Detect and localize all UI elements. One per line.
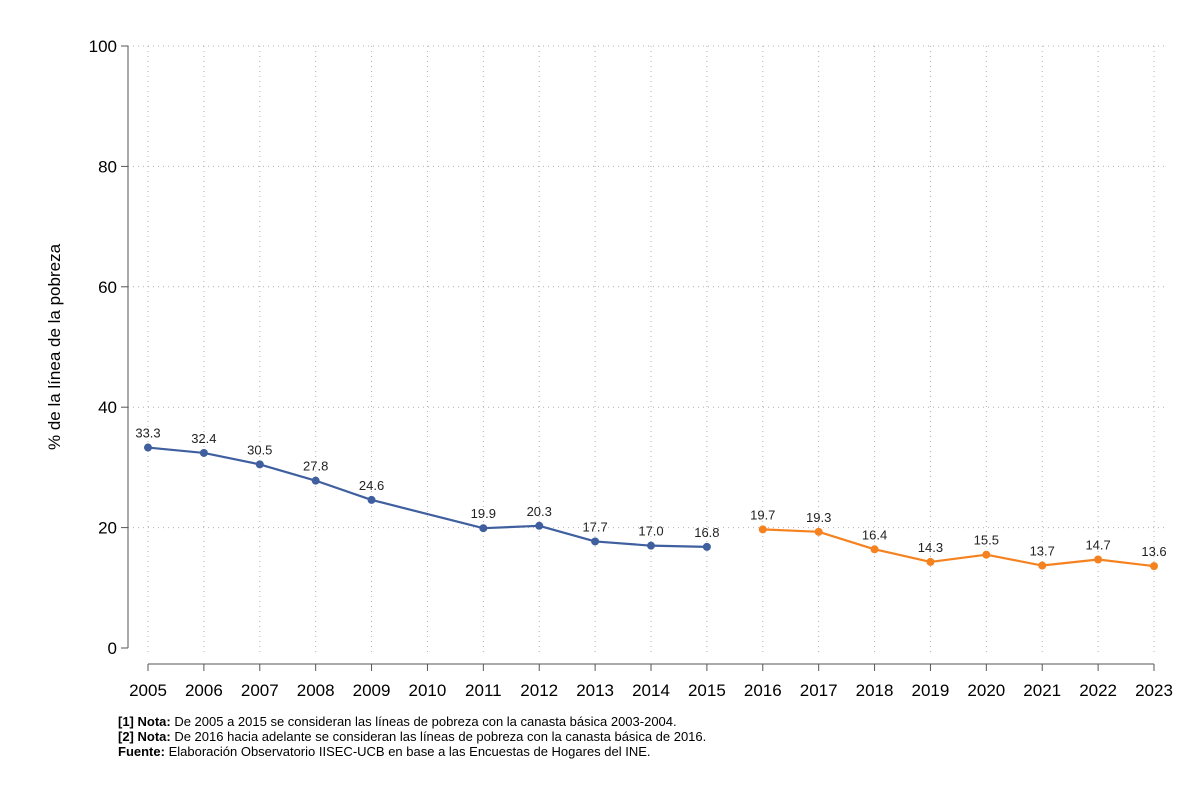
note-1-label: [1] Nota:	[118, 714, 171, 729]
data-point	[702, 542, 711, 551]
data-point	[647, 541, 655, 550]
data-point	[367, 495, 376, 504]
data-labels: 33.3 32.4 30.5 27.8 24.6 19.9 20.3 17.7 17.0 16.8…	[135, 426, 1166, 560]
axes: 0 20 40 60 80 100 2005 2006 2007 2008 2009 2010 2011…	[89, 37, 1173, 700]
x-tick-label: 2005	[129, 681, 167, 700]
x-tick-label: 2021	[1023, 681, 1061, 700]
data-point	[814, 527, 823, 536]
y-tick-label: 40	[98, 398, 117, 417]
y-tick-label: 0	[108, 639, 117, 658]
data-label: 16.8	[694, 525, 719, 540]
data-point	[1038, 561, 1047, 570]
x-tick-label: 2015	[688, 681, 726, 700]
note-2: [2] Nota: De 2016 hacia adelante se cons…	[118, 729, 706, 744]
y-tick-label: 60	[98, 278, 117, 297]
data-label: 13.6	[1141, 544, 1166, 559]
source-note: Fuente: Elaboración Observatorio IISEC-U…	[118, 744, 706, 759]
data-label: 15.5	[974, 533, 999, 548]
data-label: 33.3	[135, 426, 160, 441]
data-label: 17.0	[638, 524, 663, 539]
x-tick-label: 2023	[1135, 681, 1173, 700]
note-1: [1] Nota: De 2005 a 2015 se consideran l…	[118, 714, 706, 729]
y-axis-title: % de la línea de la pobreza	[45, 243, 64, 450]
x-tick-label: 2016	[744, 681, 782, 700]
data-label: 32.4	[191, 431, 216, 446]
line-chart: 0 20 40 60 80 100 2005 2006 2007 2008 2009 2010 2011…	[45, 37, 1173, 700]
data-label: 30.5	[247, 442, 272, 457]
data-label: 19.3	[806, 510, 831, 525]
data-point	[591, 537, 600, 546]
data-label: 19.9	[471, 506, 496, 521]
note-1-text: De 2005 a 2015 se consideran las líneas …	[170, 714, 677, 729]
data-label: 14.3	[918, 540, 943, 555]
x-tick-label: 2008	[297, 681, 335, 700]
data-point	[870, 545, 879, 554]
data-label: 16.4	[862, 527, 887, 542]
x-tick-label: 2006	[185, 681, 223, 700]
x-tick-label: 2007	[241, 681, 279, 700]
x-tick-label: 2020	[967, 681, 1005, 700]
y-tick-label: 20	[98, 519, 117, 538]
x-tick-label: 2014	[632, 681, 670, 700]
data-label: 20.3	[527, 504, 552, 519]
data-point	[1094, 555, 1103, 564]
data-point	[758, 525, 767, 534]
y-tick-label: 80	[98, 157, 117, 176]
x-tick-label: 2011	[465, 681, 502, 700]
chart-notes: [1] Nota: De 2005 a 2015 se consideran l…	[118, 714, 706, 759]
data-point	[479, 524, 488, 533]
x-tick-label: 2017	[800, 681, 838, 700]
note-2-label: [2] Nota:	[118, 729, 171, 744]
data-point	[144, 443, 152, 452]
data-point	[311, 476, 320, 485]
data-label: 14.7	[1085, 538, 1110, 553]
source-label: Fuente:	[118, 744, 165, 759]
gridlines	[128, 45, 1168, 654]
x-tick-label: 2018	[856, 681, 894, 700]
source-text: Elaboración Observatorio IISEC-UCB en ba…	[164, 744, 651, 759]
data-point	[199, 448, 208, 457]
data-label: 17.7	[582, 519, 607, 534]
x-tick-label: 2012	[520, 681, 558, 700]
data-point	[926, 557, 935, 566]
y-tick-label: 100	[89, 37, 117, 56]
data-point	[982, 550, 991, 559]
x-tick-label: 2022	[1079, 681, 1117, 700]
data-point	[1150, 562, 1158, 571]
x-tick-label: 2010	[409, 681, 447, 700]
x-tick-label: 2019	[912, 681, 950, 700]
series-line-1	[147, 446, 707, 548]
series-line-2	[762, 528, 1155, 568]
data-label: 13.7	[1030, 544, 1055, 559]
series	[144, 443, 1158, 571]
data-point	[255, 460, 264, 469]
data-label: 19.7	[750, 507, 775, 522]
x-tick-label: 2013	[576, 681, 614, 700]
x-tick-label: 2009	[353, 681, 391, 700]
data-label: 27.8	[303, 459, 328, 474]
note-2-text: De 2016 hacia adelante se consideran las…	[170, 729, 707, 744]
data-label: 24.6	[359, 478, 384, 493]
data-point	[535, 521, 544, 530]
